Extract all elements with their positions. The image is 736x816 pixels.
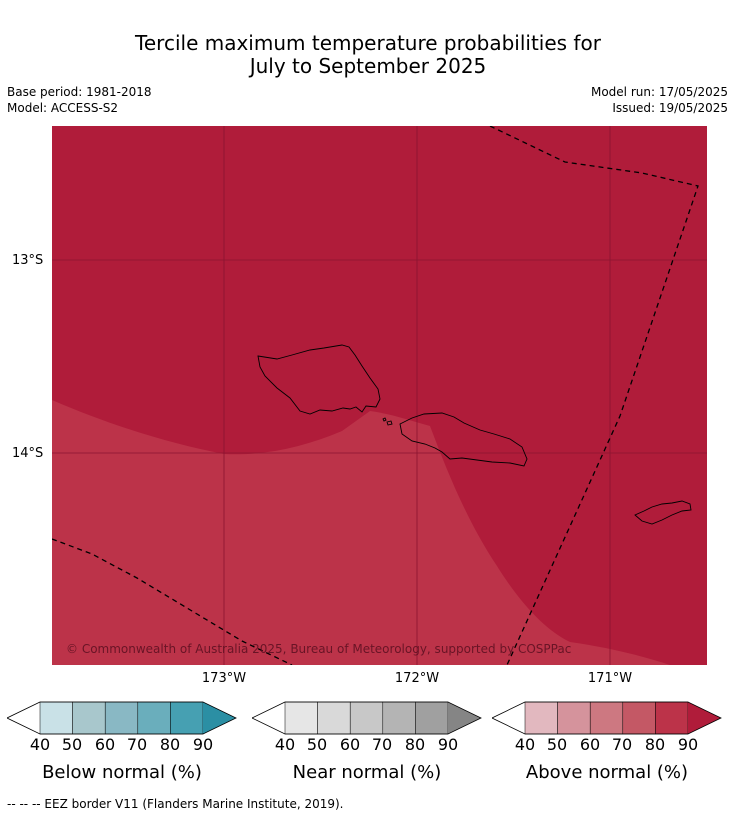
lat-label-13s: 13°S — [12, 253, 44, 268]
colorbar-segment — [137, 701, 171, 735]
tick-label: 90 — [437, 735, 459, 754]
colorbar-above-swatches — [491, 701, 722, 735]
colorbar-extend-high — [688, 702, 721, 734]
tick-label: 60 — [94, 735, 116, 754]
tick-label: 90 — [677, 735, 699, 754]
colorbar-segment — [382, 701, 416, 735]
island-apolima — [382, 417, 387, 422]
colorbar-extend-high — [203, 702, 236, 734]
chart-title-line-1: Tercile maximum temperature probabilitie… — [135, 31, 601, 55]
island-savaii — [257, 344, 381, 415]
colorbar-near-title: Near normal (%) — [292, 762, 442, 783]
tick-label: 80 — [159, 735, 181, 754]
colorbar-segment — [72, 701, 106, 735]
lat-label-14s: 14°S — [12, 446, 44, 461]
base-period-text: Base period: 1981-2018 — [7, 85, 152, 99]
colorbar-segment — [589, 701, 624, 735]
map-svg: © Commonwealth of Australia 2025, Bureau… — [52, 126, 707, 665]
tick-label: 60 — [339, 735, 361, 754]
lon-label-171w: 171°W — [587, 671, 633, 686]
colorbar-segment — [415, 701, 449, 735]
colorbar-outline — [491, 701, 722, 735]
chart-title-line-2: July to September 2025 — [249, 54, 487, 78]
model-text: Model: ACCESS-S2 — [7, 101, 119, 115]
probability-region-70-80 — [52, 400, 670, 665]
lon-label-173w: 173°W — [201, 671, 247, 686]
colorbar-segment — [104, 701, 139, 735]
tick-label: 40 — [514, 735, 536, 754]
issued-text: Issued: 19/05/2025 — [612, 101, 728, 115]
colorbar-segment — [524, 701, 558, 735]
tick-label: 70 — [371, 735, 393, 754]
eez-footnote: -- -- -- EEZ border V11 (Flanders Marine… — [7, 797, 344, 811]
tick-label: 40 — [274, 735, 296, 754]
colorbar-extend-low — [7, 702, 40, 734]
tick-label: 50 — [306, 735, 328, 754]
colorbar-outline — [6, 701, 237, 735]
colorbar-segment — [622, 701, 656, 735]
island-manono — [386, 420, 393, 426]
eez-border — [52, 126, 699, 665]
colorbar-above-normal — [491, 700, 722, 740]
graticule — [52, 126, 707, 665]
model-run-text: Model run: 17/05/2025 — [590, 85, 728, 99]
colorbar-near-swatches — [251, 701, 482, 735]
tick-label: 50 — [61, 735, 83, 754]
colorbar-outline — [251, 701, 482, 735]
colorbar-segment — [170, 701, 204, 735]
tick-label: 90 — [192, 735, 214, 754]
tick-label: 50 — [546, 735, 568, 754]
colorbar-below-title: Below normal (%) — [42, 762, 202, 783]
colorbar-segment — [349, 701, 384, 735]
map-copyright: © Commonwealth of Australia 2025, Bureau… — [66, 642, 571, 656]
colorbar-below-swatches — [6, 701, 237, 735]
colorbar-segment — [317, 701, 351, 735]
colorbar-extend-high — [448, 702, 481, 734]
colorbar-segment — [557, 701, 591, 735]
tick-label: 60 — [579, 735, 601, 754]
tick-label: 80 — [644, 735, 666, 754]
tick-label: 70 — [611, 735, 633, 754]
colorbar-segment — [284, 701, 318, 735]
islands — [257, 344, 692, 525]
colorbar-segment — [39, 701, 73, 735]
colorbar-below-normal — [6, 700, 237, 740]
tick-label: 80 — [404, 735, 426, 754]
colorbar-segment — [655, 701, 689, 735]
island-tutuila — [634, 500, 692, 525]
lon-label-172w: 172°W — [394, 671, 440, 686]
colorbar-near-normal — [251, 700, 482, 740]
map-panel: © Commonwealth of Australia 2025, Bureau… — [52, 126, 707, 665]
island-upolu — [399, 412, 528, 467]
colorbar-above-title: Above normal (%) — [525, 762, 689, 783]
tick-label: 40 — [29, 735, 51, 754]
colorbar-extend-low — [252, 702, 285, 734]
tick-label: 70 — [126, 735, 148, 754]
colorbar-extend-low — [492, 702, 525, 734]
